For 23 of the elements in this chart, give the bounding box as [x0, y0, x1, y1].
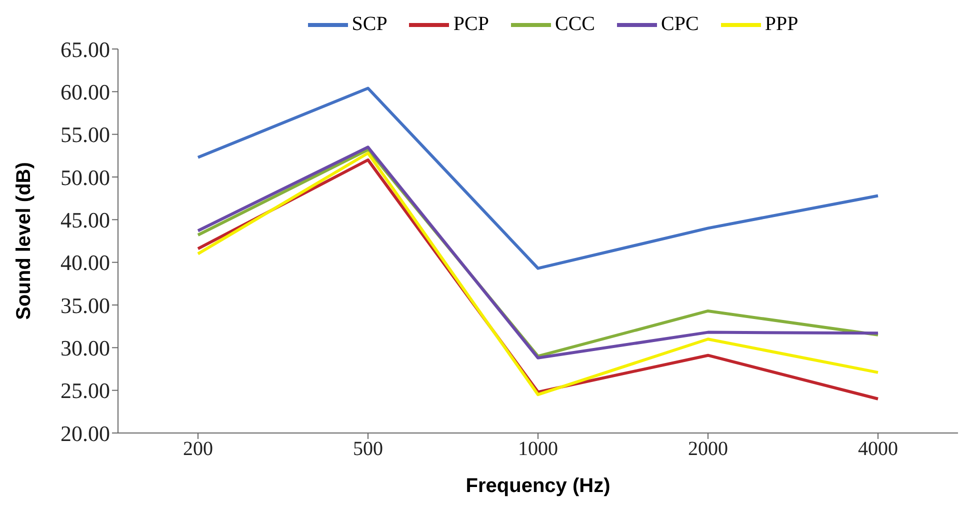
y-axis-title: Sound level (dB): [13, 162, 36, 320]
legend-label: CCC: [554, 13, 596, 36]
y-tick-label: 55.00: [60, 122, 110, 148]
y-tick-label: 65.00: [60, 36, 110, 62]
x-tick-label: 2000: [688, 438, 728, 460]
legend-label: PCP: [453, 13, 489, 36]
line-series: [196, 86, 880, 270]
x-tick-label: 200: [183, 438, 213, 460]
x-tick-label: 1000: [518, 438, 558, 460]
y-tick-label: 50.00: [60, 164, 110, 190]
legend-label: CPC: [661, 13, 699, 36]
legend-label: SCP: [352, 13, 388, 36]
y-tick-label: 60.00: [60, 79, 110, 104]
y-tick-label: 35.00: [60, 292, 110, 318]
y-tick-label: 40.00: [60, 250, 110, 276]
y-tick-label: 30.00: [60, 335, 110, 360]
x-tick-label: 4000: [858, 438, 898, 460]
x-tick-label: 500: [353, 438, 383, 460]
y-tick-label: 45.00: [60, 207, 110, 232]
x-axis-title: Frequency (Hz): [466, 475, 610, 498]
y-tick-label: 25.00: [60, 378, 110, 404]
y-tick-label: 20.00: [60, 420, 110, 446]
legend-label: PPP: [764, 13, 798, 36]
